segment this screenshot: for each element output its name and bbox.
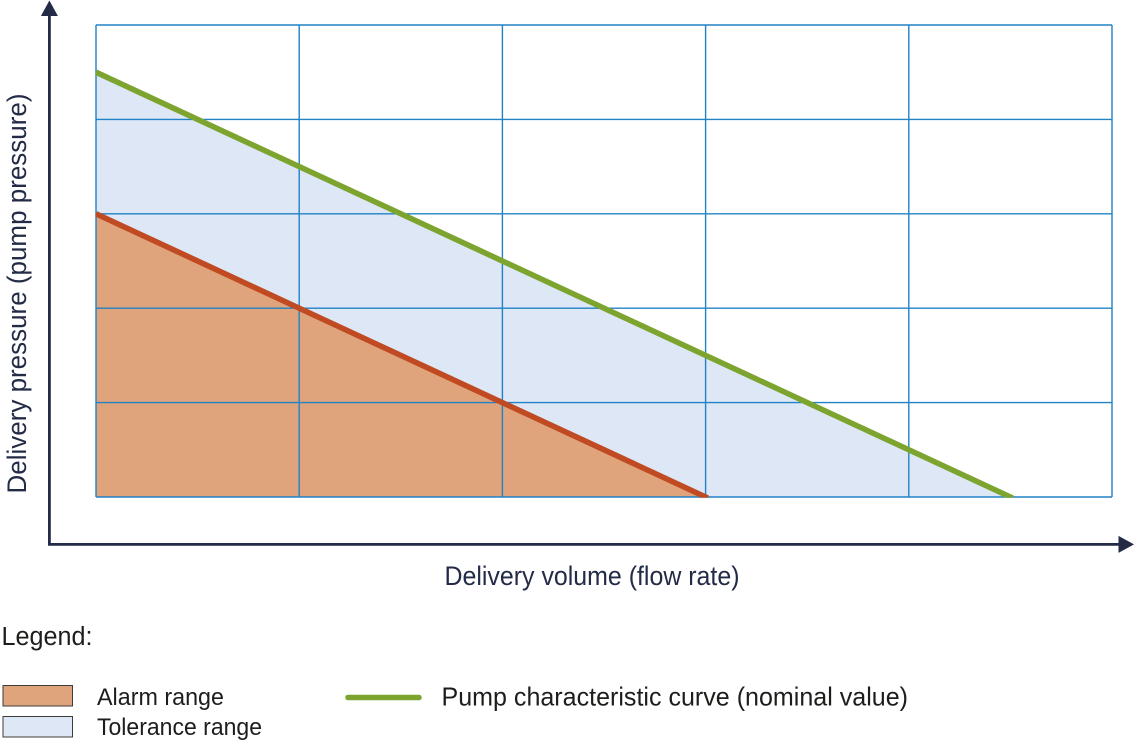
svg-text:Pump characteristic curve (nom: Pump characteristic curve (nominal value… (442, 684, 909, 712)
svg-text:Delivery pressure (pump pressu: Delivery pressure (pump pressure) (2, 94, 32, 494)
svg-text:Legend:: Legend: (2, 623, 93, 651)
svg-text:Delivery volume (flow rate): Delivery volume (flow rate) (445, 561, 740, 591)
svg-text:Alarm range: Alarm range (97, 684, 224, 711)
svg-text:Tolerance range: Tolerance range (97, 714, 262, 741)
